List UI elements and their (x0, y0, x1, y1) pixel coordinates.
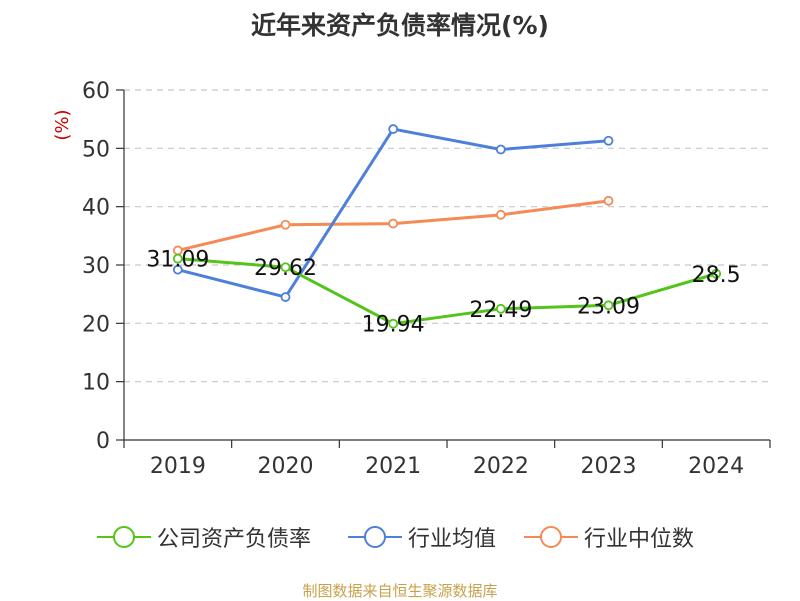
legend-label-company: 公司资产负债率 (157, 527, 312, 552)
data-label: 23.09 (577, 294, 640, 319)
legend-label-industry-median: 行业中位数 (584, 527, 695, 552)
legend-line-marker-icon (97, 526, 151, 548)
data-point (495, 144, 506, 155)
legend-item-company[interactable]: 公司资产负债率 (97, 522, 311, 552)
y-tick-label: 0 (96, 429, 110, 454)
data-label: 22.49 (469, 298, 532, 323)
data-label: 19.94 (362, 313, 425, 338)
series-layer (172, 124, 722, 329)
data-point (172, 264, 183, 275)
y-tick-label: 30 (82, 254, 110, 279)
series-line (177, 257, 717, 326)
data-label: 31.09 (146, 248, 209, 273)
data-point (388, 218, 399, 229)
data-labels: 31.09 29.62 19.94 22.49 23.09 28.5 (146, 248, 740, 338)
data-label: 29.62 (254, 256, 317, 281)
legend-line-marker-icon (524, 526, 578, 548)
data-point (495, 209, 506, 220)
data-point (388, 318, 399, 329)
legend-item-industry-mean[interactable]: 行业均值 (348, 522, 496, 552)
legend: 公司资产负债率 行业均值 行业中位数 (0, 522, 800, 552)
legend-item-industry-median[interactable]: 行业中位数 (524, 522, 694, 552)
y-axis-label: (%) (52, 109, 73, 140)
x-tick-label: 2020 (258, 454, 314, 479)
data-label: 28.5 (692, 263, 741, 288)
data-point (280, 292, 291, 302)
data-point (711, 268, 722, 279)
x-tick-label: 2019 (150, 454, 206, 479)
y-tick-label: 10 (82, 371, 110, 396)
y-tick-label: 20 (82, 312, 110, 337)
y-tick-label: 60 (82, 79, 110, 104)
data-point (603, 300, 614, 311)
source-note: 制图数据来自恒生聚源数据库 (302, 582, 498, 600)
chart-title: 近年来资产负债率情况(%) (251, 11, 549, 40)
data-point (388, 124, 399, 134)
series-line (177, 127, 609, 299)
y-tick-label: 40 (82, 196, 110, 221)
x-tick-label: 2022 (473, 454, 529, 479)
x-tick-label: 2021 (365, 454, 421, 479)
legend-label-industry-mean: 行业均值 (408, 527, 497, 552)
data-point (280, 219, 291, 230)
x-tick-label: 2024 (688, 454, 744, 479)
data-point (603, 195, 614, 206)
data-point (603, 135, 614, 146)
gridlines (124, 89, 770, 383)
legend-line-marker-icon (348, 526, 402, 548)
axes: 0 10 20 30 40 50 60 2019 2020 2021 2022 2023 2024 (%) (52, 79, 771, 479)
y-tick-label: 50 (82, 137, 110, 162)
x-tick-label: 2023 (581, 454, 637, 479)
data-point (280, 262, 291, 273)
data-point (495, 303, 506, 314)
data-point (172, 253, 183, 264)
